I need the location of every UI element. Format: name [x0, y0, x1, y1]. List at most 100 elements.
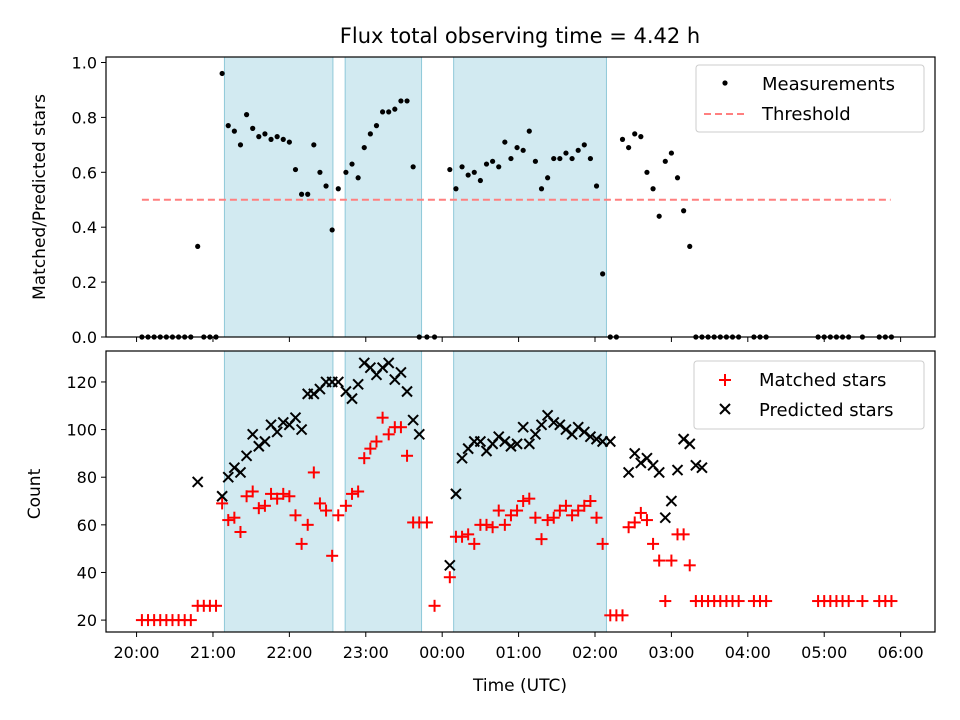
measurements-series — [139, 70, 895, 340]
measurement-point — [575, 147, 581, 153]
predicted-stars-point — [604, 435, 616, 448]
observing-window-1 — [224, 57, 333, 337]
measurement-point — [361, 144, 367, 151]
matched-stars-point — [240, 490, 253, 503]
x-tick-label: 01:00 — [496, 643, 542, 662]
measurement-point — [557, 155, 563, 162]
x-axis-label: Time (UTC) — [472, 676, 567, 696]
y-tick-label: 0.4 — [72, 218, 97, 237]
y-tick-label: 100 — [66, 421, 97, 440]
measurement-point — [471, 169, 477, 175]
measurement-point — [237, 142, 244, 148]
measurement-point — [496, 164, 502, 170]
measurement-point — [593, 183, 600, 189]
measurement-point — [638, 134, 644, 140]
measurement-point — [619, 136, 626, 142]
matched-stars-point — [382, 428, 395, 441]
predicted-stars-point — [690, 459, 702, 472]
y-tick-label: 20 — [77, 611, 97, 630]
measurement-point — [317, 169, 323, 175]
predicted-stars-legend-label: Predicted stars — [759, 400, 893, 421]
matched-stars-point — [216, 497, 229, 510]
measurement-point — [526, 128, 532, 134]
measurement-point — [195, 243, 201, 250]
matched-stars-legend-marker — [719, 374, 731, 386]
x-tick-label: 22:00 — [266, 643, 312, 662]
matched-stars-point — [647, 537, 660, 550]
measurement-point — [551, 155, 557, 162]
measurement-point — [687, 243, 693, 250]
predicted-stars-point — [629, 447, 641, 460]
measurement-point — [545, 175, 551, 181]
measurement-point — [532, 158, 538, 164]
matched-stars-point — [352, 485, 365, 498]
measurement-point — [373, 123, 380, 129]
matched-stars-point — [307, 466, 320, 479]
matched-stars-point — [370, 435, 383, 448]
matched-stars-point — [590, 511, 603, 524]
matched-stars-point — [616, 609, 629, 622]
measurement-point — [392, 106, 398, 112]
measurement-point — [367, 131, 373, 137]
predicted-stars-point — [529, 428, 542, 441]
predicted-stars-point — [401, 385, 413, 398]
y-tick-label: 80 — [77, 468, 97, 487]
matched-stars-point — [184, 614, 197, 627]
matched-stars-point — [358, 452, 371, 465]
measurement-point — [650, 186, 656, 192]
predicted-stars-point — [271, 426, 283, 438]
x-tick-label: 00:00 — [419, 643, 465, 662]
matched-stars-series — [135, 411, 898, 627]
measurement-point — [343, 169, 349, 175]
matched-stars-point — [572, 504, 585, 517]
measurement-point — [563, 150, 569, 156]
measurement-point — [262, 131, 268, 137]
predicted-stars-point — [407, 414, 419, 426]
matched-stars-point — [504, 509, 517, 522]
matched-stars-point — [462, 528, 475, 541]
measurement-point — [355, 175, 361, 181]
predicted-stars-point — [659, 511, 671, 524]
matched-stars-point — [394, 421, 407, 434]
predicted-stars-point — [346, 392, 358, 405]
matched-stars-point — [640, 514, 653, 527]
measurement-point — [386, 109, 392, 115]
matched-stars-point — [529, 511, 542, 524]
predicted-stars-point — [474, 435, 487, 448]
predicted-stars-point — [517, 421, 529, 433]
predicted-stars-point — [450, 488, 462, 500]
predicted-stars-point — [289, 411, 302, 424]
measurement-point — [681, 208, 687, 214]
top-y-axis-label: Matched/Predicted stars — [30, 94, 50, 300]
measurement-point — [379, 109, 386, 115]
measurement-point — [569, 155, 575, 162]
measurement-point — [268, 136, 274, 142]
predicted-stars-point — [505, 440, 517, 452]
matched-stars-point — [326, 549, 339, 562]
matched-stars-point — [596, 537, 609, 550]
measurement-point — [520, 147, 526, 153]
matched-stars-point — [628, 516, 641, 529]
measurement-point — [465, 172, 471, 178]
ratio-panel: 0.0 0.2 0.4 0.6 0.8 1.0 — [72, 53, 936, 347]
bottom-y-axis-label: Count — [25, 468, 45, 519]
matched-stars-point — [653, 554, 666, 567]
observing-window-2 — [345, 57, 422, 337]
matched-stars-point — [234, 525, 247, 538]
matched-stars-point — [295, 537, 308, 550]
measurement-point — [398, 98, 404, 104]
measurement-point — [453, 186, 459, 192]
measurement-point — [323, 183, 329, 189]
predicted-stars-point — [222, 471, 234, 483]
predicted-stars-point — [456, 452, 468, 464]
matched-stars-point — [346, 487, 359, 500]
predicted-stars-point — [332, 376, 344, 388]
y-tick-label: 0.8 — [72, 108, 97, 127]
y-tick-label: 0.0 — [72, 328, 97, 347]
matched-stars-point — [732, 595, 745, 608]
x-tick-label: 03:00 — [648, 643, 694, 662]
x-tick-label: 05:00 — [801, 643, 847, 662]
measurement-point — [274, 134, 280, 140]
threshold-legend-label: Threshold — [761, 104, 851, 125]
observing-window-1 — [224, 351, 333, 632]
